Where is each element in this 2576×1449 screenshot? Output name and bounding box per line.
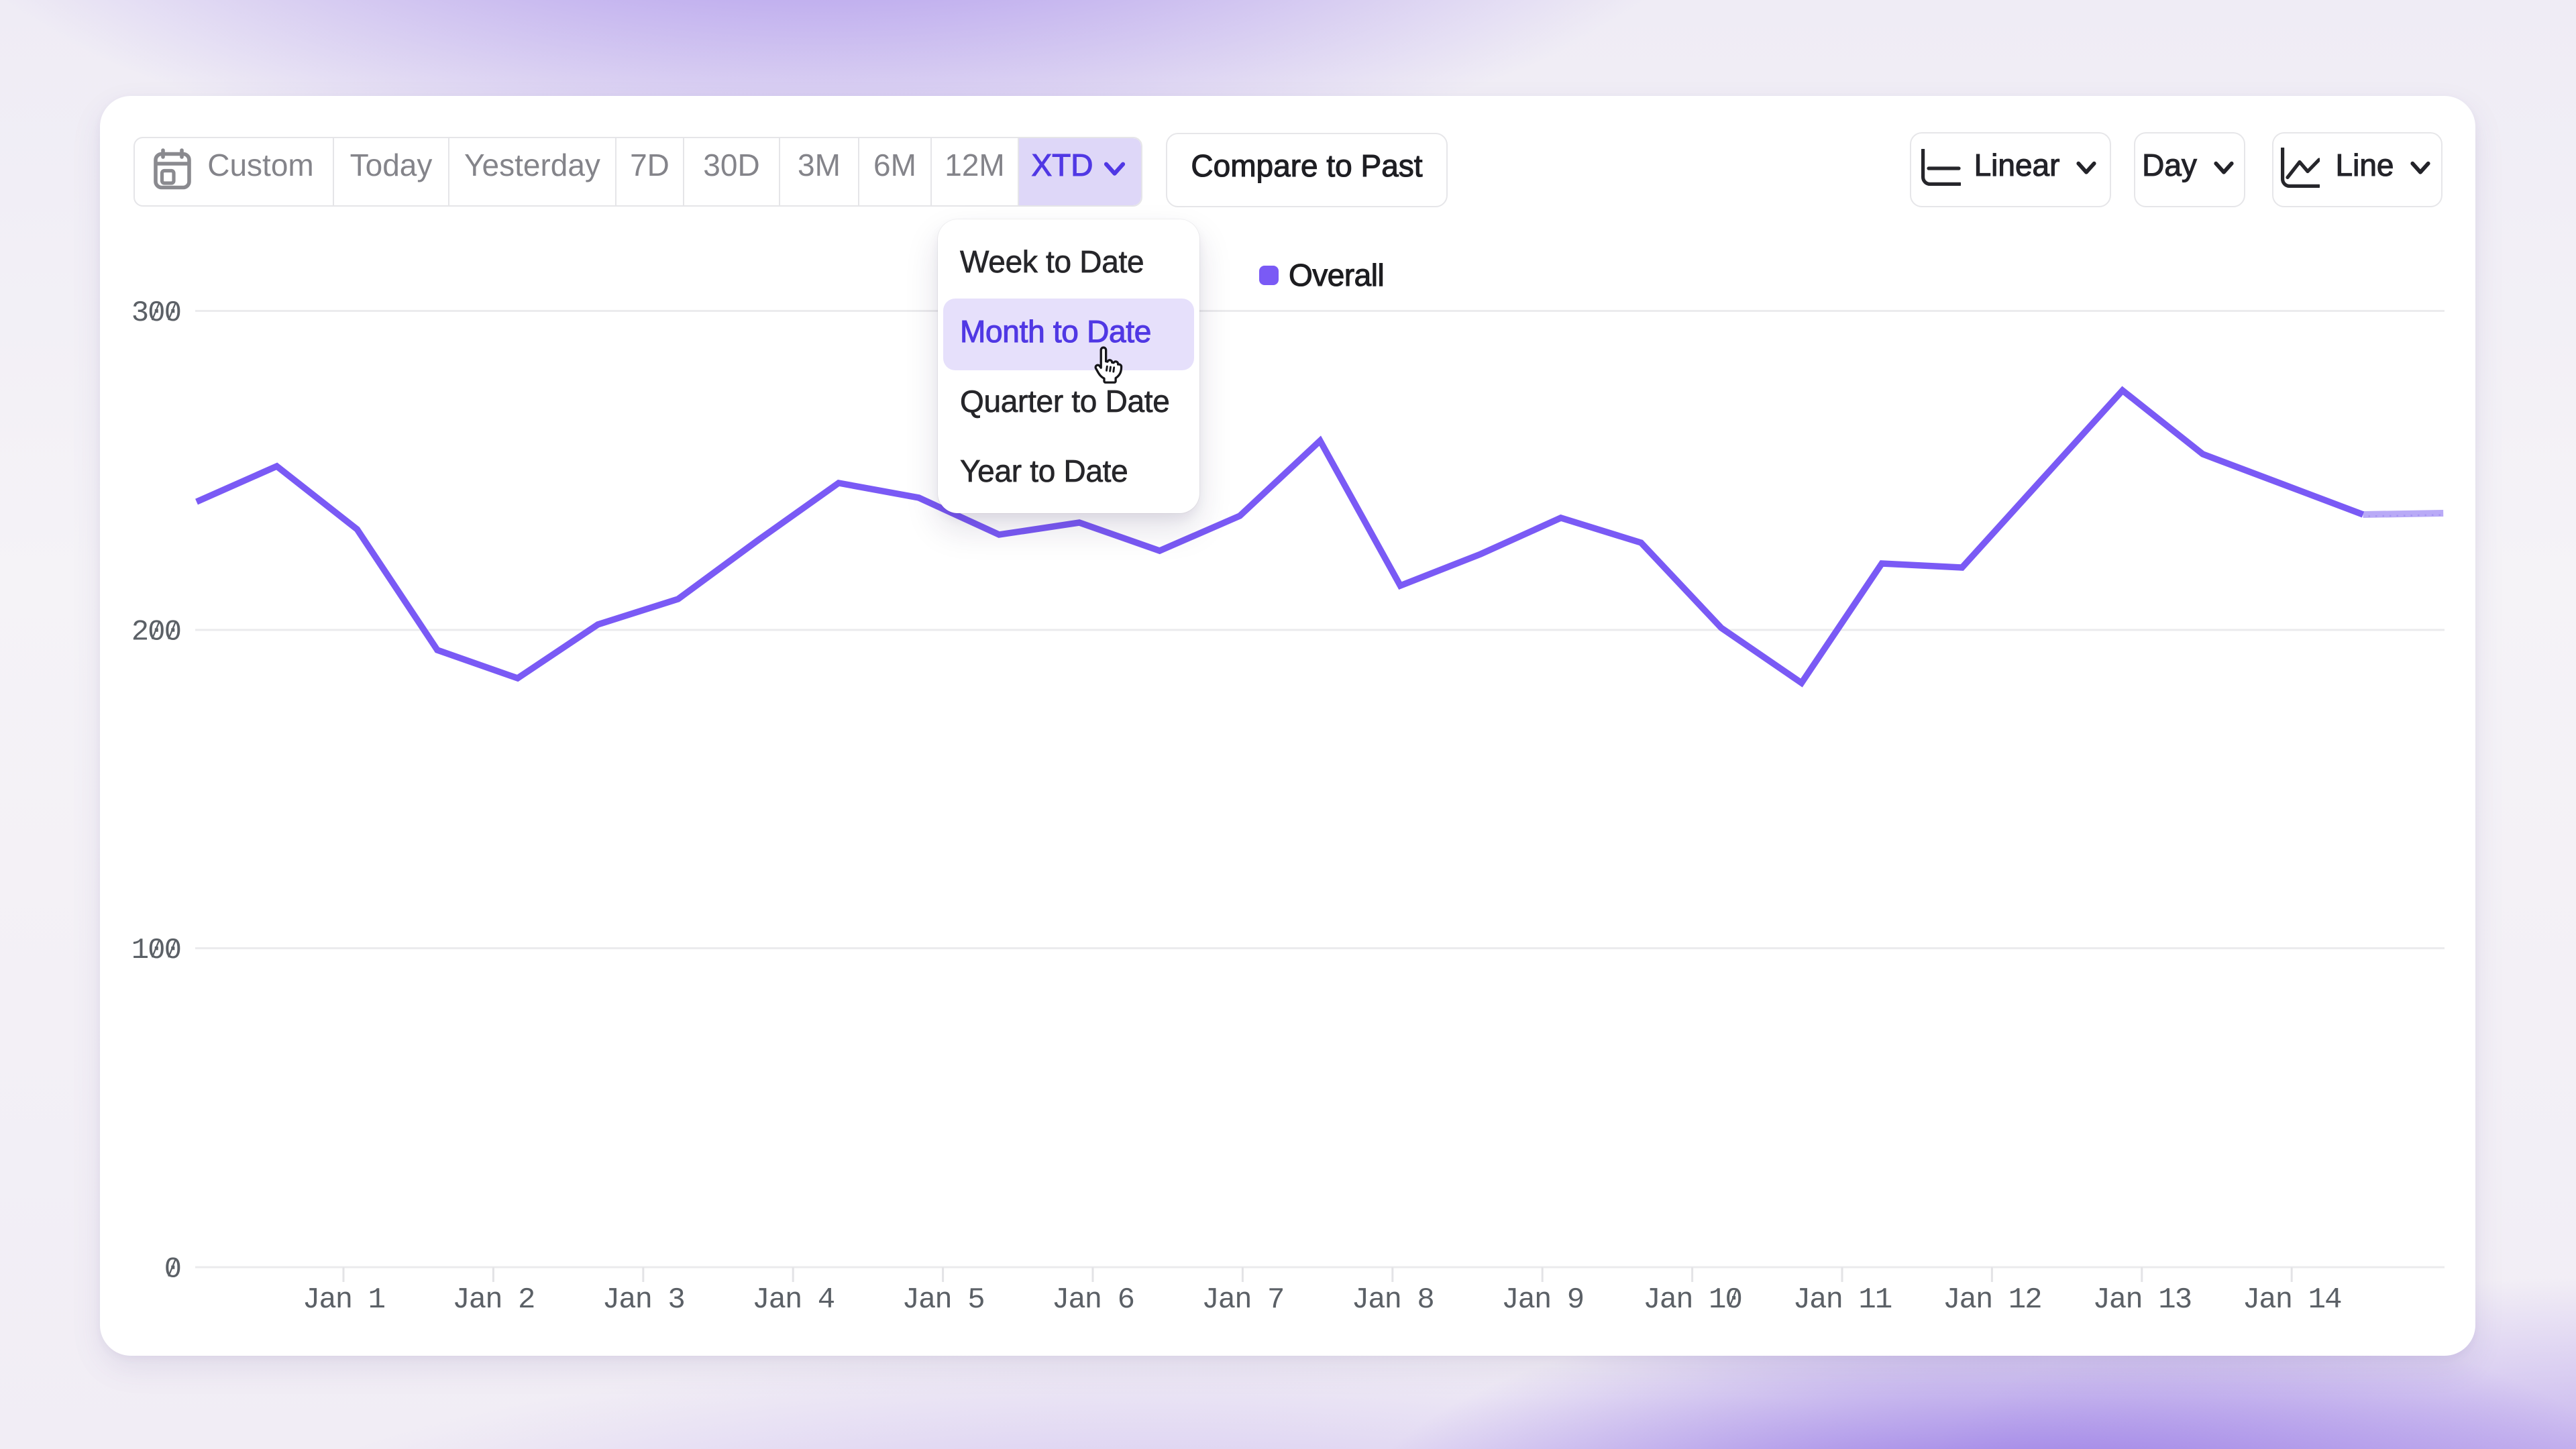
svg-text:a: a <box>619 1283 636 1317</box>
svg-text:J: J <box>452 1283 470 1317</box>
svg-text:3: 3 <box>131 297 149 330</box>
svg-text:0: 0 <box>148 934 165 967</box>
svg-text:1: 1 <box>1709 1283 1726 1317</box>
svg-text:1: 1 <box>131 934 149 967</box>
svg-text:1: 1 <box>1875 1283 1892 1317</box>
svg-text:J: J <box>1643 1283 1660 1317</box>
svg-text:3: 3 <box>2175 1283 2192 1317</box>
svg-text:a: a <box>1518 1283 1536 1317</box>
svg-text:0: 0 <box>164 297 182 330</box>
svg-text:a: a <box>1368 1283 1385 1317</box>
svg-text:9: 9 <box>1567 1283 1585 1317</box>
svg-text:1: 1 <box>2308 1283 2326 1317</box>
svg-text:J: J <box>303 1283 320 1317</box>
svg-text:J: J <box>752 1283 769 1317</box>
svg-text:1: 1 <box>2158 1283 2176 1317</box>
svg-text:0: 0 <box>164 934 182 967</box>
svg-text:0: 0 <box>148 616 165 649</box>
svg-text:J: J <box>602 1283 620 1317</box>
svg-text:n: n <box>1085 1283 1102 1317</box>
svg-text:1: 1 <box>1858 1283 1876 1317</box>
svg-text:a: a <box>918 1283 936 1317</box>
svg-text:a: a <box>769 1283 786 1317</box>
svg-text:7: 7 <box>1267 1283 1285 1317</box>
svg-text:0: 0 <box>1725 1283 1743 1317</box>
svg-text:a: a <box>1218 1283 1236 1317</box>
svg-text:J: J <box>1052 1283 1069 1317</box>
svg-text:n: n <box>485 1283 502 1317</box>
svg-text:0: 0 <box>164 616 182 649</box>
svg-text:1: 1 <box>2008 1283 2026 1317</box>
svg-text:a: a <box>1068 1283 1085 1317</box>
svg-text:n: n <box>934 1283 952 1317</box>
svg-text:5: 5 <box>967 1283 985 1317</box>
svg-text:4: 4 <box>818 1283 835 1317</box>
svg-text:2: 2 <box>131 616 149 649</box>
svg-text:n: n <box>1826 1283 1843 1317</box>
svg-text:J: J <box>902 1283 920 1317</box>
svg-text:n: n <box>2125 1283 2143 1317</box>
svg-text:n: n <box>785 1283 802 1317</box>
svg-text:a: a <box>1809 1283 1827 1317</box>
svg-text:a: a <box>1960 1283 1977 1317</box>
svg-text:n: n <box>1976 1283 1993 1317</box>
svg-text:a: a <box>2259 1283 2276 1317</box>
svg-text:0: 0 <box>164 1253 182 1287</box>
svg-text:n: n <box>335 1283 353 1317</box>
svg-text:n: n <box>1676 1283 1693 1317</box>
svg-text:n: n <box>1534 1283 1552 1317</box>
svg-text:J: J <box>2093 1283 2110 1317</box>
svg-text:8: 8 <box>1417 1283 1434 1317</box>
svg-text:2: 2 <box>518 1283 535 1317</box>
svg-text:J: J <box>1793 1283 1811 1317</box>
svg-text:J: J <box>2243 1283 2260 1317</box>
svg-text:a: a <box>2109 1283 2127 1317</box>
svg-text:a: a <box>1660 1283 1677 1317</box>
svg-text:J: J <box>1352 1283 1369 1317</box>
svg-text:J: J <box>1501 1283 1519 1317</box>
svg-text:n: n <box>635 1283 653 1317</box>
svg-text:0: 0 <box>148 297 165 330</box>
svg-text:4: 4 <box>2324 1283 2342 1317</box>
svg-text:n: n <box>1234 1283 1252 1317</box>
svg-text:J: J <box>1943 1283 1960 1317</box>
svg-text:1: 1 <box>368 1283 386 1317</box>
svg-text:n: n <box>2275 1283 2293 1317</box>
svg-text:2: 2 <box>2025 1283 2042 1317</box>
svg-text:a: a <box>469 1283 486 1317</box>
svg-text:J: J <box>1201 1283 1219 1317</box>
svg-text:6: 6 <box>1118 1283 1135 1317</box>
svg-text:n: n <box>1385 1283 1402 1317</box>
svg-text:a: a <box>319 1283 336 1317</box>
svg-text:3: 3 <box>667 1283 685 1317</box>
